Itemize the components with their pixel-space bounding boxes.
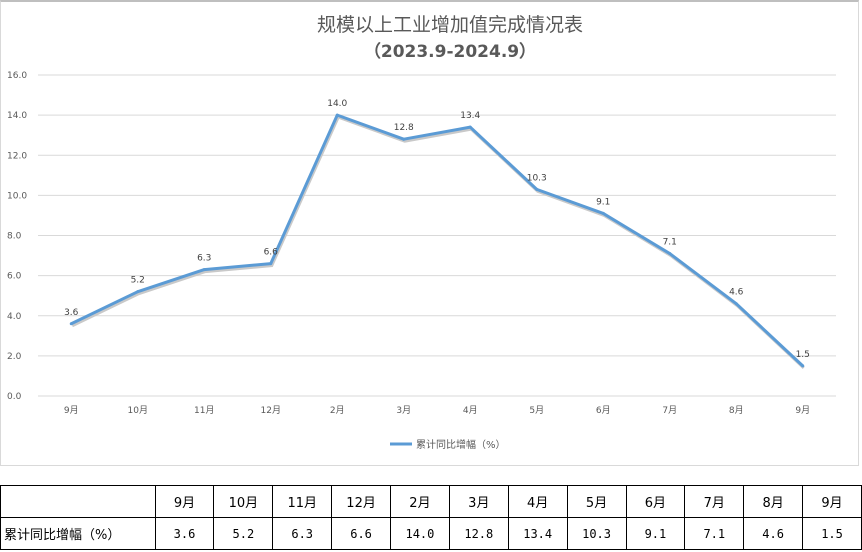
- value-cell: 5.2: [213, 517, 274, 550]
- data-label: 4.6: [729, 288, 744, 298]
- chart-title: 规模以上工业增加值完成情况表: [317, 14, 583, 36]
- x-tick-label: 7月: [662, 405, 677, 416]
- data-point: [335, 113, 339, 117]
- x-tick-label: 11月: [194, 405, 214, 416]
- x-tick-label: 2月: [330, 405, 345, 416]
- row-label: 累计同比增幅（%）: [0, 517, 156, 550]
- line-chart: 规模以上工业增加值完成情况表 （2023.9-2024.9） 0.0 2.0 4.0…: [7, 14, 836, 451]
- series-shadow: [71, 115, 805, 370]
- header-cell: 10月: [213, 485, 274, 518]
- data-point: [202, 268, 206, 272]
- data-label: 6.6: [264, 248, 279, 258]
- data-label: 9.1: [596, 197, 610, 207]
- header-cell: 12月: [331, 485, 391, 518]
- value-cell: 4.6: [743, 517, 804, 550]
- x-tick-label: 5月: [529, 405, 544, 416]
- value-cell: 9.1: [625, 517, 686, 550]
- data-point: [402, 137, 406, 141]
- y-tick-label: 16.0: [7, 71, 27, 81]
- data-label: 5.2: [131, 276, 145, 286]
- header-cell: 8月: [743, 485, 804, 518]
- x-tick-label: 4月: [463, 405, 478, 416]
- header-cell: 2月: [390, 485, 450, 518]
- data-label: 1.5: [796, 350, 810, 360]
- data-point: [601, 211, 605, 215]
- x-tick-label: 9月: [64, 405, 79, 416]
- x-tick-label: 12月: [261, 405, 281, 416]
- y-tick-label: 10.0: [7, 191, 27, 201]
- table-row: 累计同比增幅（%） 3.6 5.2 6.3 6.6 14.0 12.8 13.4 10.3 9.1…: [0, 517, 862, 550]
- y-tick-label: 8.0: [7, 232, 22, 242]
- y-tick-label: 0.0: [7, 392, 22, 402]
- data-point: [136, 290, 140, 294]
- data-point: [269, 262, 273, 266]
- data-point: [668, 252, 672, 256]
- x-tick-label: 6月: [596, 405, 611, 416]
- data-label: 7.1: [663, 238, 677, 248]
- value-cell: 1.5: [802, 517, 862, 550]
- value-cell: 6.6: [331, 517, 391, 550]
- x-tick-label: 10月: [128, 405, 148, 416]
- data-point: [734, 302, 738, 306]
- value-cell: 14.0: [390, 517, 450, 550]
- data-label: 3.6: [64, 308, 79, 318]
- header-cell: 4月: [507, 485, 568, 518]
- data-point: [69, 322, 73, 326]
- spreadsheet-row: [0, 467, 862, 486]
- y-tick-label: 12.0: [7, 151, 27, 161]
- table-corner-cell: [0, 485, 156, 518]
- value-cell: 10.3: [566, 517, 627, 550]
- y-tick-label: 4.0: [7, 312, 22, 322]
- chart-subtitle: （2023.9-2024.9）: [364, 41, 536, 62]
- y-tick-label: 6.0: [7, 272, 22, 282]
- data-label: 13.4: [460, 111, 480, 121]
- header-cell: 6月: [625, 485, 686, 518]
- y-tick-label: 2.0: [7, 352, 22, 362]
- data-point: [801, 364, 805, 368]
- value-cell: 7.1: [684, 517, 745, 550]
- chart-area: [0, 0, 859, 466]
- value-cell: 12.8: [448, 517, 509, 550]
- legend: 累计同比增幅（%）: [390, 438, 506, 451]
- x-tick-label: 9月: [795, 405, 810, 416]
- x-tick-label: 3月: [396, 405, 411, 416]
- header-cell: 7月: [684, 485, 745, 518]
- data-label: 12.8: [394, 123, 414, 133]
- series-line: [70, 113, 804, 368]
- value-cell: 3.6: [154, 517, 215, 550]
- value-cell: 6.3: [272, 517, 333, 550]
- x-tick-label: 8月: [729, 405, 744, 416]
- data-label: 6.3: [197, 254, 211, 264]
- header-cell: 5月: [566, 485, 627, 518]
- legend-label: 累计同比增幅（%）: [416, 438, 506, 451]
- data-label: 10.3: [527, 173, 547, 183]
- value-cell: 13.4: [507, 517, 568, 550]
- table-header-row: 9月 10月 11月 12月 2月 3月 4月 5月 6月 7月 8月 9月: [0, 485, 862, 518]
- header-cell: 11月: [272, 485, 333, 518]
- header-cell: 9月: [802, 485, 862, 518]
- y-tick-label: 14.0: [7, 111, 27, 121]
- data-point: [535, 187, 539, 191]
- data-table: 9月 10月 11月 12月 2月 3月 4月 5月 6月 7月 8月 9月 累计同比增幅（%） 3.6…: [0, 485, 862, 550]
- data-label: 14.0: [327, 99, 347, 109]
- data-point: [468, 125, 472, 129]
- header-cell: 9月: [154, 485, 215, 518]
- header-cell: 3月: [448, 485, 509, 518]
